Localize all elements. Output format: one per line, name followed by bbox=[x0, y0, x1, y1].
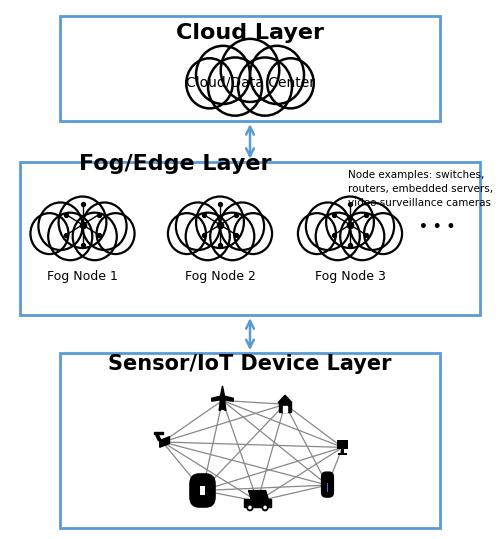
Circle shape bbox=[186, 213, 230, 260]
Circle shape bbox=[246, 503, 254, 512]
Circle shape bbox=[38, 203, 82, 250]
FancyBboxPatch shape bbox=[321, 472, 334, 497]
Circle shape bbox=[324, 490, 331, 497]
Text: Fog Node 3: Fog Node 3 bbox=[314, 270, 386, 283]
Text: Fog/Edge Layer: Fog/Edge Layer bbox=[79, 154, 271, 175]
Circle shape bbox=[210, 213, 254, 260]
Circle shape bbox=[248, 506, 252, 509]
Circle shape bbox=[350, 203, 394, 250]
Text: Cloud Layer: Cloud Layer bbox=[176, 23, 324, 44]
Circle shape bbox=[238, 58, 292, 116]
Circle shape bbox=[220, 203, 264, 250]
Circle shape bbox=[196, 46, 250, 104]
Circle shape bbox=[48, 213, 92, 260]
FancyBboxPatch shape bbox=[337, 440, 348, 449]
Circle shape bbox=[264, 506, 267, 509]
Circle shape bbox=[364, 213, 402, 254]
Polygon shape bbox=[156, 434, 161, 440]
Circle shape bbox=[316, 213, 360, 260]
Circle shape bbox=[221, 39, 279, 102]
Text: Sensor/IoT Device Layer: Sensor/IoT Device Layer bbox=[108, 354, 392, 374]
Text: Node examples: switches,
routers, embedded servers,
video surveillance cameras: Node examples: switches, routers, embedd… bbox=[348, 170, 492, 208]
Circle shape bbox=[72, 213, 117, 260]
Text: Fog Node 2: Fog Node 2 bbox=[184, 270, 256, 283]
Circle shape bbox=[30, 213, 68, 254]
Circle shape bbox=[186, 58, 233, 108]
Circle shape bbox=[306, 203, 350, 250]
Polygon shape bbox=[154, 432, 162, 434]
Polygon shape bbox=[212, 386, 234, 411]
FancyBboxPatch shape bbox=[60, 353, 440, 528]
Polygon shape bbox=[278, 395, 292, 403]
Circle shape bbox=[298, 213, 336, 254]
Circle shape bbox=[262, 503, 268, 512]
Text: Cloud/Data Center: Cloud/Data Center bbox=[186, 75, 314, 89]
FancyBboxPatch shape bbox=[341, 449, 344, 453]
FancyBboxPatch shape bbox=[338, 453, 347, 454]
FancyBboxPatch shape bbox=[60, 16, 440, 121]
FancyBboxPatch shape bbox=[200, 486, 205, 495]
Circle shape bbox=[82, 203, 126, 250]
Circle shape bbox=[208, 58, 262, 116]
Polygon shape bbox=[284, 406, 286, 412]
FancyBboxPatch shape bbox=[189, 473, 216, 508]
Polygon shape bbox=[244, 499, 271, 507]
Polygon shape bbox=[248, 490, 268, 499]
Circle shape bbox=[168, 213, 206, 254]
Circle shape bbox=[267, 58, 314, 108]
Circle shape bbox=[326, 197, 374, 248]
Circle shape bbox=[176, 203, 220, 250]
Circle shape bbox=[96, 213, 134, 254]
Circle shape bbox=[340, 213, 384, 260]
FancyBboxPatch shape bbox=[327, 483, 328, 492]
Circle shape bbox=[250, 46, 304, 104]
Text: • • •: • • • bbox=[420, 220, 456, 234]
Circle shape bbox=[58, 197, 106, 248]
Polygon shape bbox=[280, 403, 290, 412]
Circle shape bbox=[234, 213, 272, 254]
Polygon shape bbox=[160, 437, 170, 447]
Circle shape bbox=[196, 197, 244, 248]
Text: Fog Node 1: Fog Node 1 bbox=[47, 270, 118, 283]
FancyBboxPatch shape bbox=[20, 162, 480, 315]
